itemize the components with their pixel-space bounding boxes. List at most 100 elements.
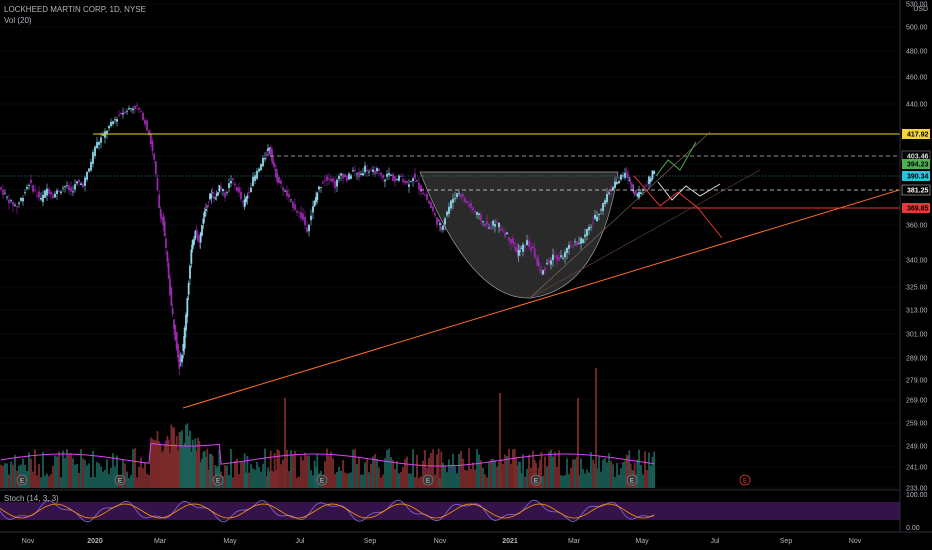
candle-body [300,212,302,219]
volume-bar [36,475,38,488]
candle-body [382,174,384,179]
volume-bar [86,465,88,488]
candle-body [646,184,648,186]
candle-body [594,214,596,219]
volume-bar [197,437,199,488]
volume-bar [492,458,494,488]
volume-bar [163,443,166,488]
earnings-marker-label: E [216,479,220,485]
candle-body [608,192,610,194]
candle-body [72,191,74,193]
volume-bar [282,459,284,488]
volume-bar [550,449,552,488]
volume-bar [582,469,584,488]
time-axis[interactable]: Nov 2020 Mar May Jul Sep Nov 2021 Mar May Jul Sep No… [22,538,862,545]
volume-bar [264,448,266,488]
candle-body [482,221,484,223]
candle-body [110,121,112,126]
volume-bar [520,473,523,488]
candle-body [564,251,566,258]
volume-bar [474,469,476,488]
candle-body [134,105,136,109]
volume-bar [64,458,66,488]
candle-body [396,179,398,180]
candle-body [207,201,210,203]
volume-bar [400,472,402,488]
volume-bar [526,468,528,488]
candle-body [520,247,523,249]
volume-bar [586,469,588,488]
candle-body [330,178,332,182]
volume-bar [269,450,272,488]
volume-bar [510,463,512,488]
candle-body [120,112,122,115]
volume-bar [178,432,181,488]
candle-body [92,152,94,164]
volume-bar [174,444,177,488]
candle-body [246,195,249,199]
candle-body [442,225,444,230]
candle-body [432,206,434,212]
volume-bar [434,474,436,488]
volume-bar [396,460,398,488]
candle-body [468,204,470,207]
candle-body [649,178,652,182]
candle-body [54,193,56,198]
candle-body [142,112,144,121]
volume-bar [595,368,597,488]
candle-body [344,174,346,178]
volume-bar [398,473,400,488]
volume-bar [608,453,610,488]
candle-body [517,250,520,256]
volume-bar [149,437,152,488]
candle-body [118,114,120,116]
volume-bar [616,463,618,488]
candle-body [290,199,292,201]
candle-body [173,319,175,329]
candle-body [14,204,16,206]
time-axis-label: 2021 [502,538,518,545]
time-axis-label: Nov [22,538,35,545]
time-axis-label: Mar [154,538,167,545]
volume-bar [590,452,592,488]
volume-bar [236,458,238,488]
volume-bar [4,463,6,488]
candle-body [94,146,96,157]
volume-bar [414,477,416,488]
volume-bar [211,456,214,488]
volume-bar [588,472,590,488]
volume-bar [488,462,490,488]
candle-body [320,187,322,188]
candle-body [174,324,177,340]
candle-body [366,169,368,172]
volume-bar [570,467,572,488]
stoch-indicator-label[interactable]: Stoch (14, 3, 3) [4,494,59,503]
candle-body [356,173,358,175]
candle-body [462,193,464,197]
volume-bar [472,462,474,488]
volume-bar [572,459,574,488]
volume-bar [360,474,362,488]
volume-bar [560,475,562,488]
candle-body [286,190,288,197]
volume-bar [450,464,452,488]
candle-body [162,217,165,226]
volume-bar [112,453,114,488]
candle-body [618,181,620,184]
earnings-marker-label: E [534,479,538,485]
earnings-marker [530,474,542,486]
volume-indicator-label[interactable]: Vol (20) [4,16,32,25]
candle-body [250,187,252,193]
candle-body [116,119,118,122]
volume-bar [594,464,596,488]
volume-bar [210,453,213,488]
stoch-d-line [0,503,655,519]
volume-bar [179,431,182,488]
candle-body [108,125,110,129]
volume-bar [58,451,60,488]
candle-body [20,197,22,201]
volume-bar [515,457,517,488]
candle-body [10,200,12,201]
